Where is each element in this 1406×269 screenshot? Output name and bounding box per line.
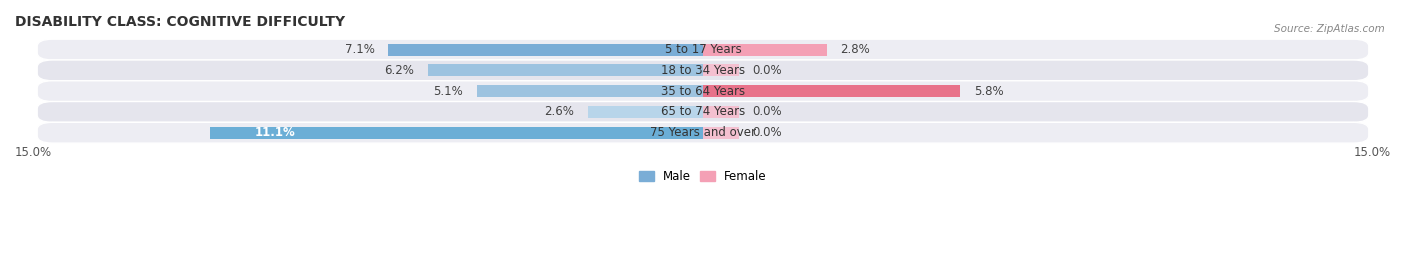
Text: 75 Years and over: 75 Years and over	[650, 126, 756, 139]
Text: 2.8%: 2.8%	[841, 43, 870, 56]
Text: 7.1%: 7.1%	[344, 43, 374, 56]
Text: 35 to 64 Years: 35 to 64 Years	[661, 85, 745, 98]
Text: 6.2%: 6.2%	[385, 64, 415, 77]
Text: 11.1%: 11.1%	[254, 126, 295, 139]
Bar	[211, 127, 703, 139]
Text: Source: ZipAtlas.com: Source: ZipAtlas.com	[1274, 24, 1385, 34]
Text: 0.0%: 0.0%	[752, 126, 782, 139]
Text: 0.0%: 0.0%	[752, 105, 782, 118]
FancyBboxPatch shape	[37, 60, 1369, 81]
Text: 0.0%: 0.0%	[752, 64, 782, 77]
Text: DISABILITY CLASS: COGNITIVE DIFFICULTY: DISABILITY CLASS: COGNITIVE DIFFICULTY	[15, 15, 344, 29]
FancyBboxPatch shape	[37, 81, 1369, 101]
Bar	[477, 85, 703, 97]
Text: 15.0%: 15.0%	[1354, 146, 1391, 159]
Text: 5 to 17 Years: 5 to 17 Years	[665, 43, 741, 56]
Text: 18 to 34 Years: 18 to 34 Years	[661, 64, 745, 77]
Text: 2.6%: 2.6%	[544, 105, 574, 118]
Legend: Male, Female: Male, Female	[634, 165, 772, 188]
Bar	[388, 44, 703, 56]
Bar	[703, 85, 960, 97]
Text: 5.1%: 5.1%	[433, 85, 464, 98]
Bar	[588, 106, 703, 118]
FancyBboxPatch shape	[37, 122, 1369, 143]
Bar	[703, 44, 827, 56]
Bar	[703, 64, 738, 76]
Bar	[703, 127, 738, 139]
Bar	[427, 64, 703, 76]
FancyBboxPatch shape	[37, 39, 1369, 60]
FancyBboxPatch shape	[37, 101, 1369, 122]
Text: 15.0%: 15.0%	[15, 146, 52, 159]
Bar	[703, 106, 738, 118]
Text: 65 to 74 Years: 65 to 74 Years	[661, 105, 745, 118]
Text: 5.8%: 5.8%	[974, 85, 1004, 98]
